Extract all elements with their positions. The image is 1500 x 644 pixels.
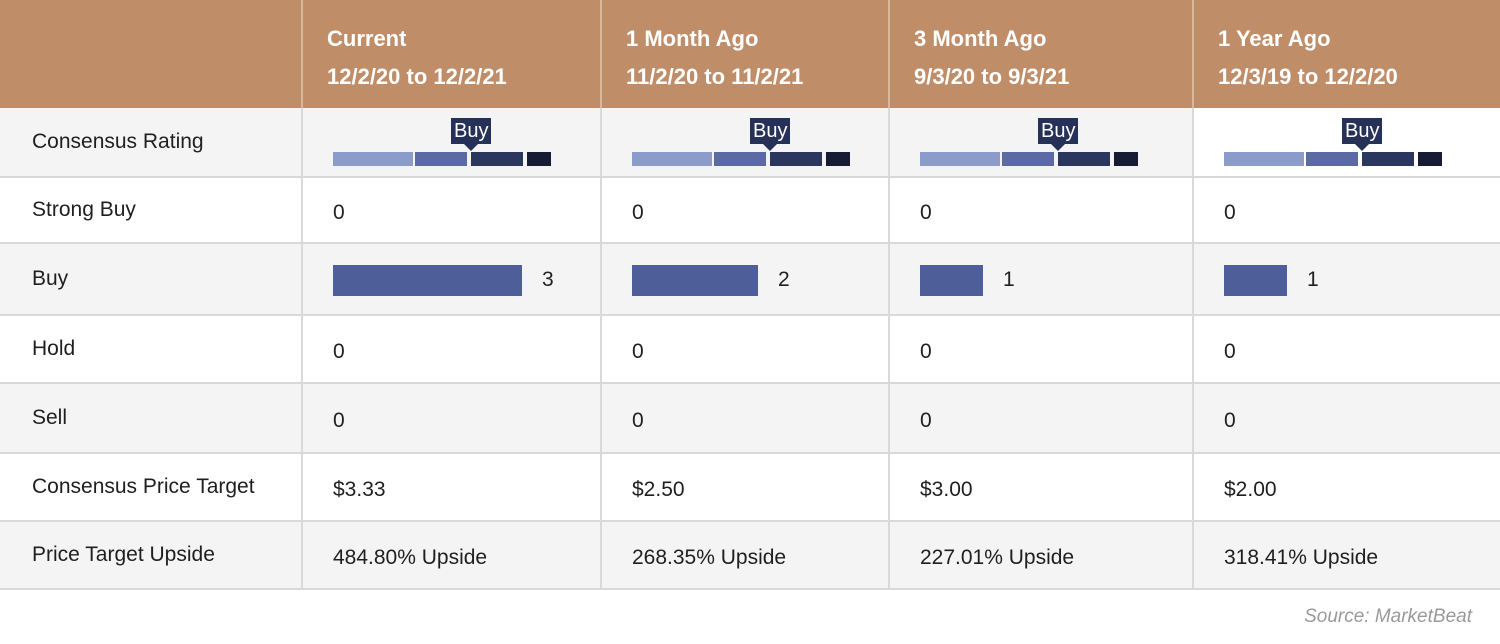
sell-value: 0 bbox=[1194, 384, 1500, 454]
buy-bar bbox=[333, 264, 522, 296]
rating-cell: Buy bbox=[890, 108, 1194, 178]
rating-segment bbox=[415, 152, 467, 166]
sell-value: 0 bbox=[602, 384, 890, 454]
sell-value: 0 bbox=[890, 384, 1194, 454]
price-target-value: $3.00 bbox=[890, 454, 1194, 522]
buy-value: 1 bbox=[1307, 268, 1319, 291]
rating-pointer: Buy bbox=[750, 118, 791, 151]
rating-pointer: Buy bbox=[451, 118, 492, 151]
row-label-consensus-rating: Consensus Rating bbox=[0, 108, 303, 178]
rating-segment bbox=[1114, 152, 1138, 166]
rating-segment bbox=[471, 152, 523, 166]
rating-segment bbox=[770, 152, 822, 166]
price-target-value: $2.00 bbox=[1194, 454, 1500, 522]
buy-bar bbox=[1224, 264, 1287, 296]
rating-segment bbox=[333, 152, 413, 166]
header-range: 12/3/19 to 12/2/20 bbox=[1218, 64, 1398, 89]
ratings-table: Current 12/2/20 to 12/2/21 1 Month Ago 1… bbox=[0, 0, 1500, 590]
row-label-hold: Hold bbox=[0, 316, 303, 384]
header-1-year: 1 Year Ago 12/3/19 to 12/2/20 bbox=[1194, 0, 1500, 108]
buy-value: 1 bbox=[1003, 268, 1015, 291]
header-current: Current 12/2/20 to 12/2/21 bbox=[303, 0, 602, 108]
header-3-month: 3 Month Ago 9/3/20 to 9/3/21 bbox=[890, 0, 1194, 108]
rating-cell: Buy bbox=[602, 108, 890, 178]
price-target-value: $2.50 bbox=[602, 454, 890, 522]
row-label-sell: Sell bbox=[0, 384, 303, 454]
row-label-price-target: Consensus Price Target bbox=[0, 454, 303, 522]
sell-value: 0 bbox=[303, 384, 602, 454]
rating-segment bbox=[920, 152, 1000, 166]
upside-value: 227.01% Upside bbox=[890, 522, 1194, 590]
header-range: 12/2/20 to 12/2/21 bbox=[327, 64, 507, 89]
source-note: Source: MarketBeat bbox=[1304, 606, 1472, 627]
rating-segment bbox=[826, 152, 850, 166]
header-range: 11/2/20 to 11/2/21 bbox=[626, 64, 804, 89]
buy-cell: 2 bbox=[602, 244, 890, 316]
strong-buy-value: 0 bbox=[890, 178, 1194, 244]
rating-pointer: Buy bbox=[1038, 118, 1079, 151]
header-title: 1 Year Ago bbox=[1218, 26, 1331, 51]
rating-segment bbox=[1058, 152, 1110, 166]
buy-cell: 3 bbox=[303, 244, 602, 316]
rating-segment bbox=[632, 152, 712, 166]
rating-segment bbox=[1224, 152, 1304, 166]
upside-value: 318.41% Upside bbox=[1194, 522, 1500, 590]
header-range: 9/3/20 to 9/3/21 bbox=[914, 64, 1070, 89]
rating-cell: Buy bbox=[1194, 108, 1500, 178]
upside-value: 268.35% Upside bbox=[602, 522, 890, 590]
rating-pointer: Buy bbox=[1342, 118, 1383, 151]
rating-segment bbox=[527, 152, 551, 166]
rating-segment bbox=[1362, 152, 1414, 166]
strong-buy-value: 0 bbox=[1194, 178, 1500, 244]
hold-value: 0 bbox=[1194, 316, 1500, 384]
strong-buy-value: 0 bbox=[602, 178, 890, 244]
rating-segment bbox=[1418, 152, 1442, 166]
rating-segment bbox=[714, 152, 766, 166]
header-1-month: 1 Month Ago 11/2/20 to 11/2/21 bbox=[602, 0, 890, 108]
rating-segment bbox=[1002, 152, 1054, 166]
header-corner bbox=[0, 0, 303, 108]
rating-segment bbox=[1306, 152, 1358, 166]
rating-cell: Buy bbox=[303, 108, 602, 178]
buy-value: 3 bbox=[542, 268, 554, 291]
upside-value: 484.80% Upside bbox=[303, 522, 602, 590]
header-title: 3 Month Ago bbox=[914, 26, 1047, 51]
strong-buy-value: 0 bbox=[303, 178, 602, 244]
header-title: Current bbox=[327, 26, 407, 51]
row-label-buy: Buy bbox=[0, 244, 303, 316]
buy-bar bbox=[920, 264, 983, 296]
hold-value: 0 bbox=[890, 316, 1194, 384]
hold-value: 0 bbox=[303, 316, 602, 384]
header-title: 1 Month Ago bbox=[626, 26, 759, 51]
buy-bar bbox=[632, 264, 758, 296]
buy-cell: 1 bbox=[890, 244, 1194, 316]
price-target-value: $3.33 bbox=[303, 454, 602, 522]
row-label-upside: Price Target Upside bbox=[0, 522, 303, 590]
row-label-strong-buy: Strong Buy bbox=[0, 178, 303, 244]
buy-cell: 1 bbox=[1194, 244, 1500, 316]
buy-value: 2 bbox=[778, 268, 790, 291]
hold-value: 0 bbox=[602, 316, 890, 384]
